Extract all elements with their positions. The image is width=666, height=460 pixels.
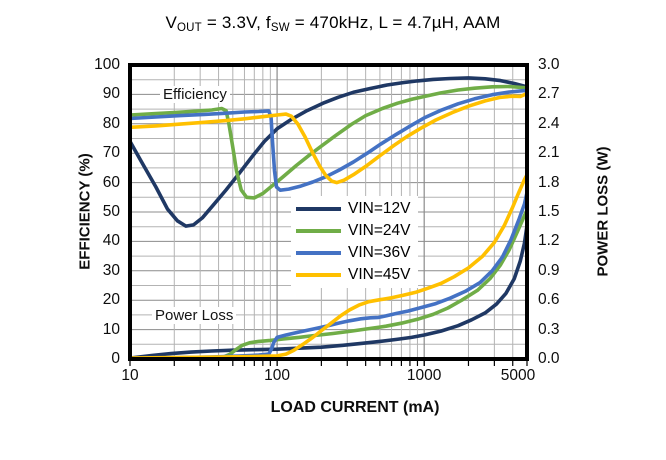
efficiency-curve-group-label: Efficiency [160, 86, 230, 103]
right-axis-tick-label: 2.7 [538, 85, 560, 103]
series-curve-vin-36v-efficiency [130, 88, 527, 192]
left-axis-tick-label: 50 [102, 203, 120, 220]
x-axis-tick-label: 1000 [406, 367, 442, 384]
left-axis-tick-label: 90 [102, 85, 120, 103]
legend-entry: VIN=12V [296, 198, 410, 220]
legend: VIN=12V VIN=24V VIN=36V VIN=45V [291, 196, 419, 288]
series-curve-vin-45v-efficiency [130, 91, 527, 185]
series-curves [130, 76, 527, 359]
right-axis-tick-label: 0.6 [538, 291, 560, 309]
left-axis-tick-label: 70 [102, 144, 120, 162]
right-axis-tick-label: 1.5 [538, 203, 560, 220]
series-curve-vin-24v-power-loss [130, 208, 527, 359]
legend-entry: VIN=45V [296, 264, 410, 286]
x-axis-tick-label: 5000 [500, 367, 536, 384]
x-axis-tick-label: 10 [121, 367, 139, 384]
right-axis-tick-label: 0.9 [538, 261, 560, 279]
right-axis-title: POWER LOSS (W) [594, 146, 612, 277]
right-axis-tick-label: 3.0 [538, 56, 560, 73]
series-curve-vin-12v-power-loss [130, 223, 527, 359]
right-axis-tick-label: 1.2 [538, 232, 560, 250]
left-axis-tick-label: 0 [111, 350, 120, 367]
left-axis-tick-label: 30 [102, 261, 120, 279]
left-axis-tick-label: 100 [94, 56, 120, 73]
title-subscript: OUT [177, 22, 202, 34]
left-axis-tick-label: 10 [102, 320, 120, 338]
legend-label: VIN=24V [348, 222, 411, 239]
x-axis-tick-label: 100 [264, 367, 291, 384]
title-text: = 470kHz, L = 4.7µH, AAM [289, 13, 501, 32]
series-curve-vin-36v-power-loss [130, 190, 527, 359]
right-axis-tick-label: 1.8 [538, 173, 560, 191]
left-axis-tick-label: 20 [102, 291, 120, 309]
legend-label: VIN=36V [348, 244, 411, 261]
right-axis-tick-label: 0.3 [538, 320, 560, 338]
left-axis-tick-label: 60 [102, 173, 120, 191]
left-axis-title: EFFICIENCY (%) [76, 153, 94, 270]
legend-line-sample [296, 273, 341, 277]
left-axis-tick-label: 80 [102, 114, 120, 132]
series-curve-vin-24v-efficiency [130, 84, 527, 200]
legend-entry: VIN=24V [296, 220, 410, 242]
series-curve-vin-45v-power-loss [130, 173, 527, 359]
power-loss-curve-group-label: Power Loss [152, 307, 237, 324]
title-text: = 3.3V, f [201, 13, 271, 32]
right-axis-tick-label: 2.1 [538, 144, 560, 162]
legend-line-sample [296, 207, 341, 211]
series-curve-vin-12v-efficiency [130, 76, 527, 228]
legend-label: VIN=12V [348, 200, 411, 217]
title-subscript: SW [270, 22, 290, 34]
x-axis-title: LOAD CURRENT (mA) [270, 399, 440, 416]
chart-title: VOUT = 3.3V, fSW = 470kHz, L = 4.7µH, AA… [0, 13, 666, 34]
right-axis-tick-label: 0.0 [538, 350, 560, 367]
x-axis-ticks [129, 361, 528, 366]
legend-entry: VIN=36V [296, 242, 410, 264]
plot-border [128, 63, 529, 361]
left-axis-tick-label: 40 [102, 232, 120, 250]
legend-line-sample [296, 229, 341, 233]
legend-label: VIN=45V [348, 266, 411, 283]
title-text: V [165, 13, 178, 32]
legend-line-sample [296, 251, 341, 255]
right-axis-tick-label: 2.4 [538, 114, 560, 132]
